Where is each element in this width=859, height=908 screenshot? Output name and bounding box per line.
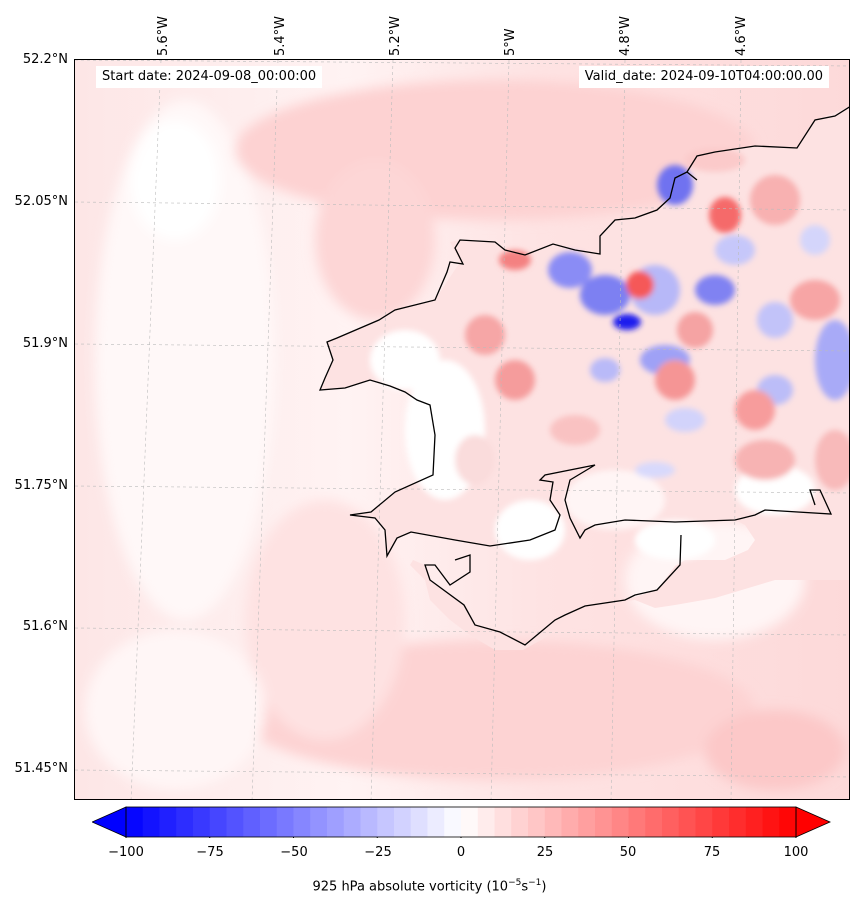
colorbar-band [762,807,780,837]
colorbar-band [126,807,144,837]
lat-label-51-45: 51.45°N [14,761,68,776]
colorbar-band [327,807,345,837]
colorbar-band [410,807,429,837]
colorbar-tick-50: 50 [619,845,637,860]
colorbar-band [511,807,529,837]
start-date-label: Start date: 2024-09-08_00:00:00 [96,66,323,88]
graticule [75,60,849,799]
colorbar-band [444,807,462,837]
colorbar-band [544,807,563,837]
colorbar-tick-25: 25 [536,845,554,860]
colorbar-band [293,807,311,837]
colorbar-band [494,807,512,837]
colorbar-band [193,807,211,837]
lat-label-52-2: 52.2°N [22,52,68,67]
colorbar-bands [126,807,797,837]
coastline-south [424,534,682,646]
colorbar [92,806,831,838]
colorbar-tick-neg50: −50 [280,845,308,860]
colorbar-tick-neg75: −75 [196,845,224,860]
colorbar-band [159,807,177,837]
colorbar-band [611,807,630,837]
colorbar-band [578,807,596,837]
colorbar-band [226,807,244,837]
colorbar-tick-neg25: −25 [364,845,392,860]
colorbar-band [729,807,747,837]
colorbar-tick-75: 75 [703,845,721,860]
colorbar-band [461,807,479,837]
colorbar-label: 925 hPa absolute vorticity (10−5s−1) [312,878,547,895]
lat-label-51-9: 51.9°N [22,336,68,351]
colorbar-high-extend [795,806,831,838]
colorbar-band [695,807,713,837]
colorbar-band [394,807,412,837]
map-canvas [75,60,849,799]
valid-date-label: Valid_date: 2024-09-10T04:00:00.00 [578,66,829,88]
sea-field [85,80,845,790]
colorbar-band [528,807,546,837]
colorbar-band [360,807,378,837]
lat-label-52-05: 52.05°N [14,194,68,209]
coastline [318,106,849,559]
colorbar-tick-0: 0 [456,845,466,860]
lat-label-51-75: 51.75°N [14,478,68,493]
lon-label-5-6: 5.6°W [156,15,171,56]
colorbar-low-extend [92,806,127,838]
colorbar-tick-neg100: −100 [108,845,144,860]
colorbar-band [377,807,395,837]
colorbar-band [477,807,496,837]
land-area [320,106,849,650]
colorbar-band [662,807,680,837]
colorbar-band [628,807,646,837]
lon-label-4-6: 4.6°W [734,15,749,56]
lon-label-4-8: 4.8°W [618,15,633,56]
colorbar-band [561,807,579,837]
colorbar-band [243,807,261,837]
colorbar-band [176,807,194,837]
colorbar-band [260,807,278,837]
lon-label-5-0: 5°W [503,28,518,56]
lat-label-51-6: 51.6°N [22,619,68,634]
colorbar-band [310,807,328,837]
colorbar-band [779,807,797,837]
colorbar-band [645,807,663,837]
colorbar-band [142,807,161,837]
lon-label-5-2: 5.2°W [388,15,403,56]
vorticity-map [74,59,850,800]
colorbar-band [595,807,613,837]
colorbar-band [343,807,362,837]
colorbar-band [427,807,445,837]
colorbar-band [712,807,730,837]
colorbar-tickmarks [125,837,797,838]
colorbar-band [209,807,228,837]
colorbar-band [276,807,295,837]
colorbar-tick-100: 100 [783,845,809,860]
lon-label-5-4: 5.4°W [273,15,288,56]
land-field [370,148,849,560]
colorbar-band [745,807,764,837]
colorbar-band [678,807,697,837]
